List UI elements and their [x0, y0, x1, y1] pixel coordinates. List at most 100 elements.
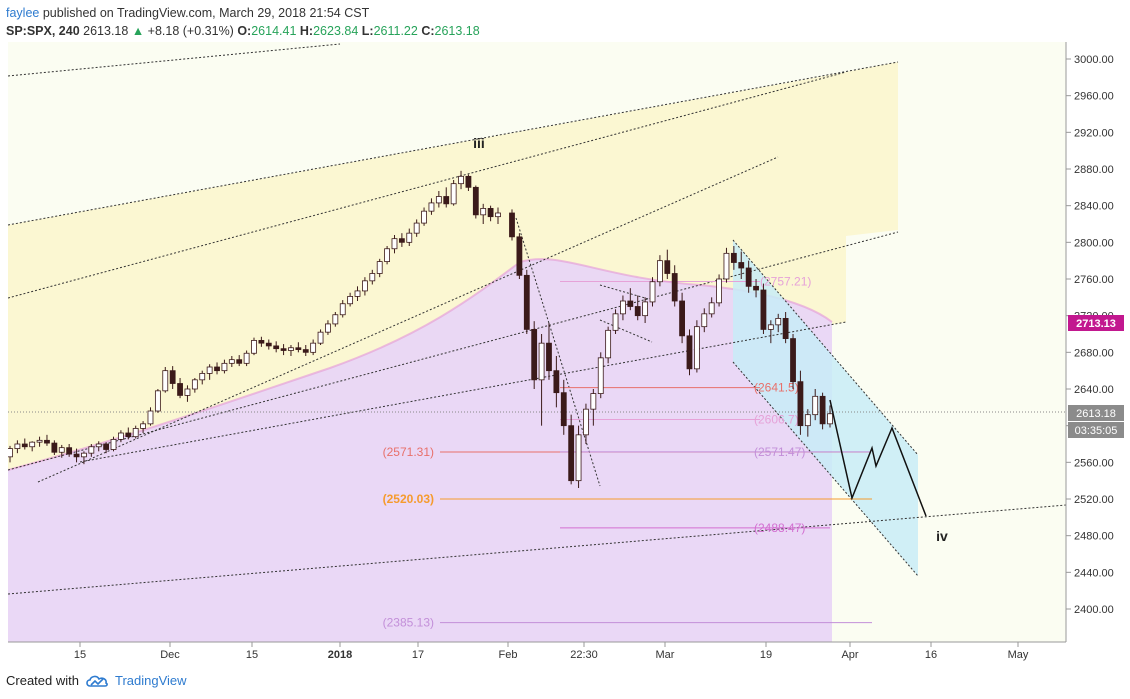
- y-tick-label: 2640.00: [1074, 384, 1114, 396]
- candle-down: [753, 285, 759, 291]
- candle-down: [295, 347, 302, 350]
- candle-up: [605, 329, 612, 359]
- author-link[interactable]: faylee: [6, 6, 40, 20]
- y-tick-label: 2680.00: [1074, 347, 1114, 359]
- candle-up: [575, 434, 582, 482]
- x-tick-label: 16: [925, 649, 937, 661]
- candle-up: [162, 370, 169, 392]
- level-label: (2571.47): [754, 445, 805, 459]
- x-tick-label: May: [1008, 649, 1029, 661]
- candle-up: [391, 238, 398, 250]
- candle-up: [812, 395, 819, 416]
- y-axis: 3000.00 2960.00 2920.00 2880.00 2840.00 2800.…: [1066, 54, 1114, 616]
- candle-up: [199, 373, 206, 381]
- candle-down: [258, 340, 265, 344]
- candle-up: [288, 347, 294, 351]
- x-tick-label: 2018: [328, 649, 352, 661]
- candle-down: [214, 366, 220, 372]
- candle-down: [797, 381, 804, 427]
- candle-up: [590, 393, 597, 410]
- candle-down: [553, 370, 560, 394]
- candle-down: [686, 335, 693, 370]
- x-tick-label: 15: [246, 649, 258, 661]
- up-arrow-icon: ▲: [131, 24, 145, 38]
- candle-up: [804, 414, 811, 427]
- candle-down: [546, 342, 552, 372]
- wave-label-iii: iii: [473, 135, 485, 151]
- close-label: C:: [421, 24, 435, 38]
- y-tick-label: 2480.00: [1074, 531, 1114, 543]
- trendline-upper-1: [8, 43, 341, 77]
- footer: Created with TradingView: [6, 673, 187, 688]
- candle-up: [642, 301, 649, 317]
- candle-up: [406, 232, 413, 243]
- purple-zone: [8, 259, 832, 642]
- candle-up: [354, 290, 361, 297]
- candle-up: [723, 252, 730, 280]
- candle-up: [649, 281, 656, 303]
- candle-up: [243, 352, 250, 364]
- candle-down: [819, 395, 826, 425]
- moving-average-line: [8, 258, 833, 471]
- x-tick-label: Apr: [841, 649, 858, 661]
- candle-down: [103, 443, 110, 450]
- candle-up: [140, 423, 146, 429]
- y-tick-label: 2960.00: [1074, 91, 1114, 103]
- candle-down: [560, 392, 567, 427]
- trendline-fall: [515, 217, 601, 487]
- low-label: L:: [361, 24, 374, 38]
- candle-up: [620, 300, 626, 315]
- tradingview-link[interactable]: TradingView: [114, 673, 187, 688]
- high-label: H:: [299, 24, 314, 38]
- candle-up: [184, 388, 191, 396]
- candle-down: [21, 443, 28, 448]
- countdown-badge: [1068, 422, 1124, 438]
- candle-up: [413, 222, 420, 234]
- level-label: (2385.13): [383, 616, 434, 630]
- x-tick-label: 19: [760, 649, 772, 661]
- candle-up: [583, 408, 589, 436]
- trendline-mid: [8, 71, 847, 299]
- x-tick-label: 17: [412, 649, 424, 661]
- candle-down: [280, 348, 287, 351]
- candle-down: [790, 338, 796, 383]
- candle-down: [760, 289, 767, 330]
- countdown-text: 03:35:05: [1075, 425, 1118, 437]
- yellow-channel-extension: [846, 62, 898, 236]
- high-value: 2623.84: [313, 24, 359, 38]
- candle-down: [177, 383, 183, 396]
- candle-down: [509, 212, 515, 238]
- level-label: (2757.21): [760, 275, 811, 289]
- candle-down: [51, 442, 58, 453]
- candle-down: [671, 273, 678, 302]
- candle-down: [664, 260, 671, 274]
- level-label: (2641.5): [754, 381, 799, 395]
- level-label: (2606.7): [754, 413, 799, 427]
- candle-down: [745, 267, 752, 287]
- candle-up: [827, 413, 833, 425]
- candle-up: [251, 340, 257, 354]
- y-tick-label: 2760.00: [1074, 274, 1114, 286]
- candle-up: [693, 326, 700, 370]
- candle-down: [169, 370, 176, 384]
- candle-up: [657, 260, 663, 283]
- x-tick-label: 22:30: [570, 649, 598, 661]
- candle-up: [332, 314, 339, 325]
- trendline-lower: [37, 156, 779, 483]
- candle-up: [480, 208, 487, 216]
- published-text: published on TradingView.com, March 29, …: [42, 6, 370, 20]
- candle-up: [58, 447, 65, 453]
- ma-price-text: 2713.13: [1076, 318, 1116, 330]
- y-tick-label: 2520.00: [1074, 494, 1114, 506]
- y-tick-label: 2840.00: [1074, 201, 1114, 213]
- candle-up: [325, 323, 331, 333]
- low-value: 2611.22: [373, 24, 418, 38]
- y-tick-label: 2560.00: [1074, 457, 1114, 469]
- candle-up: [369, 273, 376, 282]
- candle-up: [347, 296, 354, 305]
- candle-down: [634, 306, 641, 317]
- candle-down: [531, 329, 538, 381]
- candle-up: [132, 428, 139, 438]
- symbol-label: SP:SPX, 240: [6, 24, 80, 38]
